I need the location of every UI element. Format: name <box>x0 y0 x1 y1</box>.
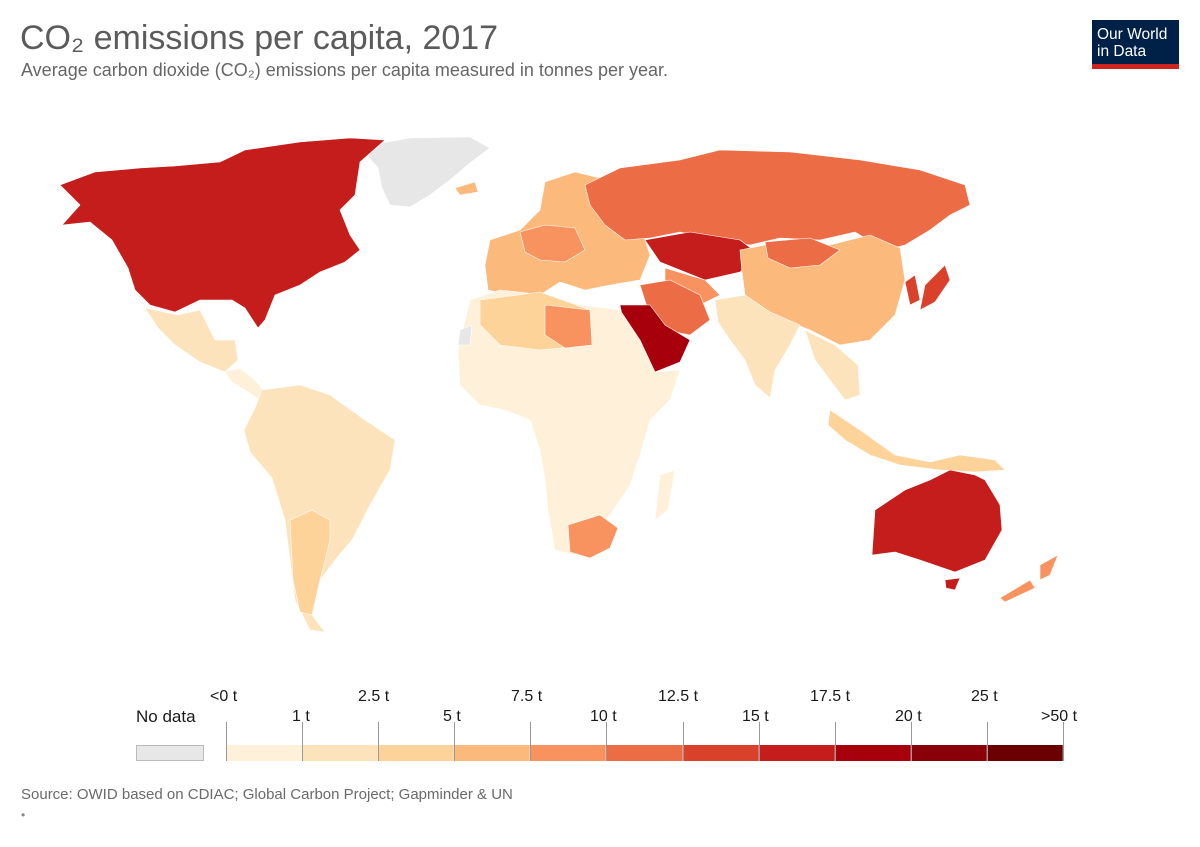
region-mexico[interactable] <box>144 307 239 373</box>
legend-upper-label: 25 t <box>971 688 998 705</box>
region-greenland[interactable] <box>359 136 491 208</box>
region-australia[interactable] <box>871 469 1003 573</box>
legend-upper-label: 2.5 t <box>358 688 390 705</box>
chart-subtitle: Average carbon dioxide (CO₂) emissions p… <box>21 60 668 80</box>
our-world-in-data-logo[interactable]: Our World in Data <box>1092 20 1179 69</box>
legend-color-scale <box>226 745 1064 761</box>
legend-tick <box>835 722 836 761</box>
region-korea-japan[interactable] <box>904 264 951 311</box>
footnote-bullet: • <box>21 808 26 822</box>
region-north-america[interactable] <box>59 137 386 329</box>
region-indonesia[interactable] <box>827 409 1006 473</box>
region-india[interactable] <box>714 294 801 399</box>
legend-bin-0[interactable] <box>226 745 303 761</box>
legend-no-data-label: No data <box>136 707 196 726</box>
legend-lower-label: 15 t <box>742 708 769 725</box>
legend-bin-7[interactable] <box>758 745 835 761</box>
region-madagascar[interactable] <box>654 469 676 521</box>
legend-tick <box>530 722 531 761</box>
legend-lower-label: 10 t <box>590 708 617 725</box>
region-libya[interactable] <box>544 304 593 349</box>
region-africa[interactable] <box>457 289 681 556</box>
legend-bin-4[interactable] <box>530 745 607 761</box>
region-western-sahara[interactable] <box>457 324 473 346</box>
region-kazakhstan[interactable] <box>644 231 761 281</box>
legend-tick <box>606 722 607 761</box>
legend-tick <box>226 722 227 761</box>
legend-lower-label: 1 t <box>292 708 310 725</box>
logo-line-1: Our World <box>1097 26 1168 43</box>
legend-bin-3[interactable] <box>454 745 531 761</box>
legend-tick <box>1063 722 1064 761</box>
region-western-europe[interactable] <box>519 224 586 263</box>
legend-bin-5[interactable] <box>606 745 683 761</box>
legend-tick <box>454 722 455 761</box>
legend-lower-label: >50 t <box>1041 708 1078 725</box>
legend-tick <box>683 722 684 761</box>
region-tasmania[interactable] <box>944 577 961 591</box>
legend-upper-label: 17.5 t <box>810 688 851 705</box>
legend-bin-9[interactable] <box>910 745 987 761</box>
legend-tick <box>911 722 912 761</box>
legend-upper-label: <0 t <box>210 688 238 705</box>
region-new-zealand[interactable] <box>999 554 1059 603</box>
logo-line-2: in Data <box>1097 43 1147 60</box>
legend-tick <box>987 722 988 761</box>
legend-tick <box>302 722 303 761</box>
world-map <box>59 136 1059 633</box>
source-note: Source: OWID based on CDIAC; Global Carb… <box>21 786 513 803</box>
legend-lower-label: 5 t <box>443 708 461 725</box>
region-mongolia[interactable] <box>764 237 841 269</box>
legend-bin-6[interactable] <box>682 745 759 761</box>
legend-tick <box>759 722 760 761</box>
legend-upper-label: 12.5 t <box>658 688 699 705</box>
region-southeast-asia[interactable] <box>804 329 861 401</box>
region-south-america[interactable] <box>243 384 396 633</box>
region-iceland[interactable] <box>454 181 479 196</box>
legend-bin-1[interactable] <box>302 745 379 761</box>
legend-upper-label: 7.5 t <box>511 688 543 705</box>
chart-title: CO₂ emissions per capita, 2017 <box>20 19 499 57</box>
region-russia[interactable] <box>584 149 971 251</box>
region-south-africa[interactable] <box>567 514 619 559</box>
legend-no-data-swatch <box>136 745 204 761</box>
legend-tick <box>378 722 379 761</box>
legend-bin-8[interactable] <box>834 745 911 761</box>
legend-bin-2[interactable] <box>378 745 455 761</box>
legend-bin-10[interactable] <box>986 745 1064 761</box>
region-argentina[interactable] <box>289 509 331 616</box>
legend-lower-label: 20 t <box>895 708 922 725</box>
